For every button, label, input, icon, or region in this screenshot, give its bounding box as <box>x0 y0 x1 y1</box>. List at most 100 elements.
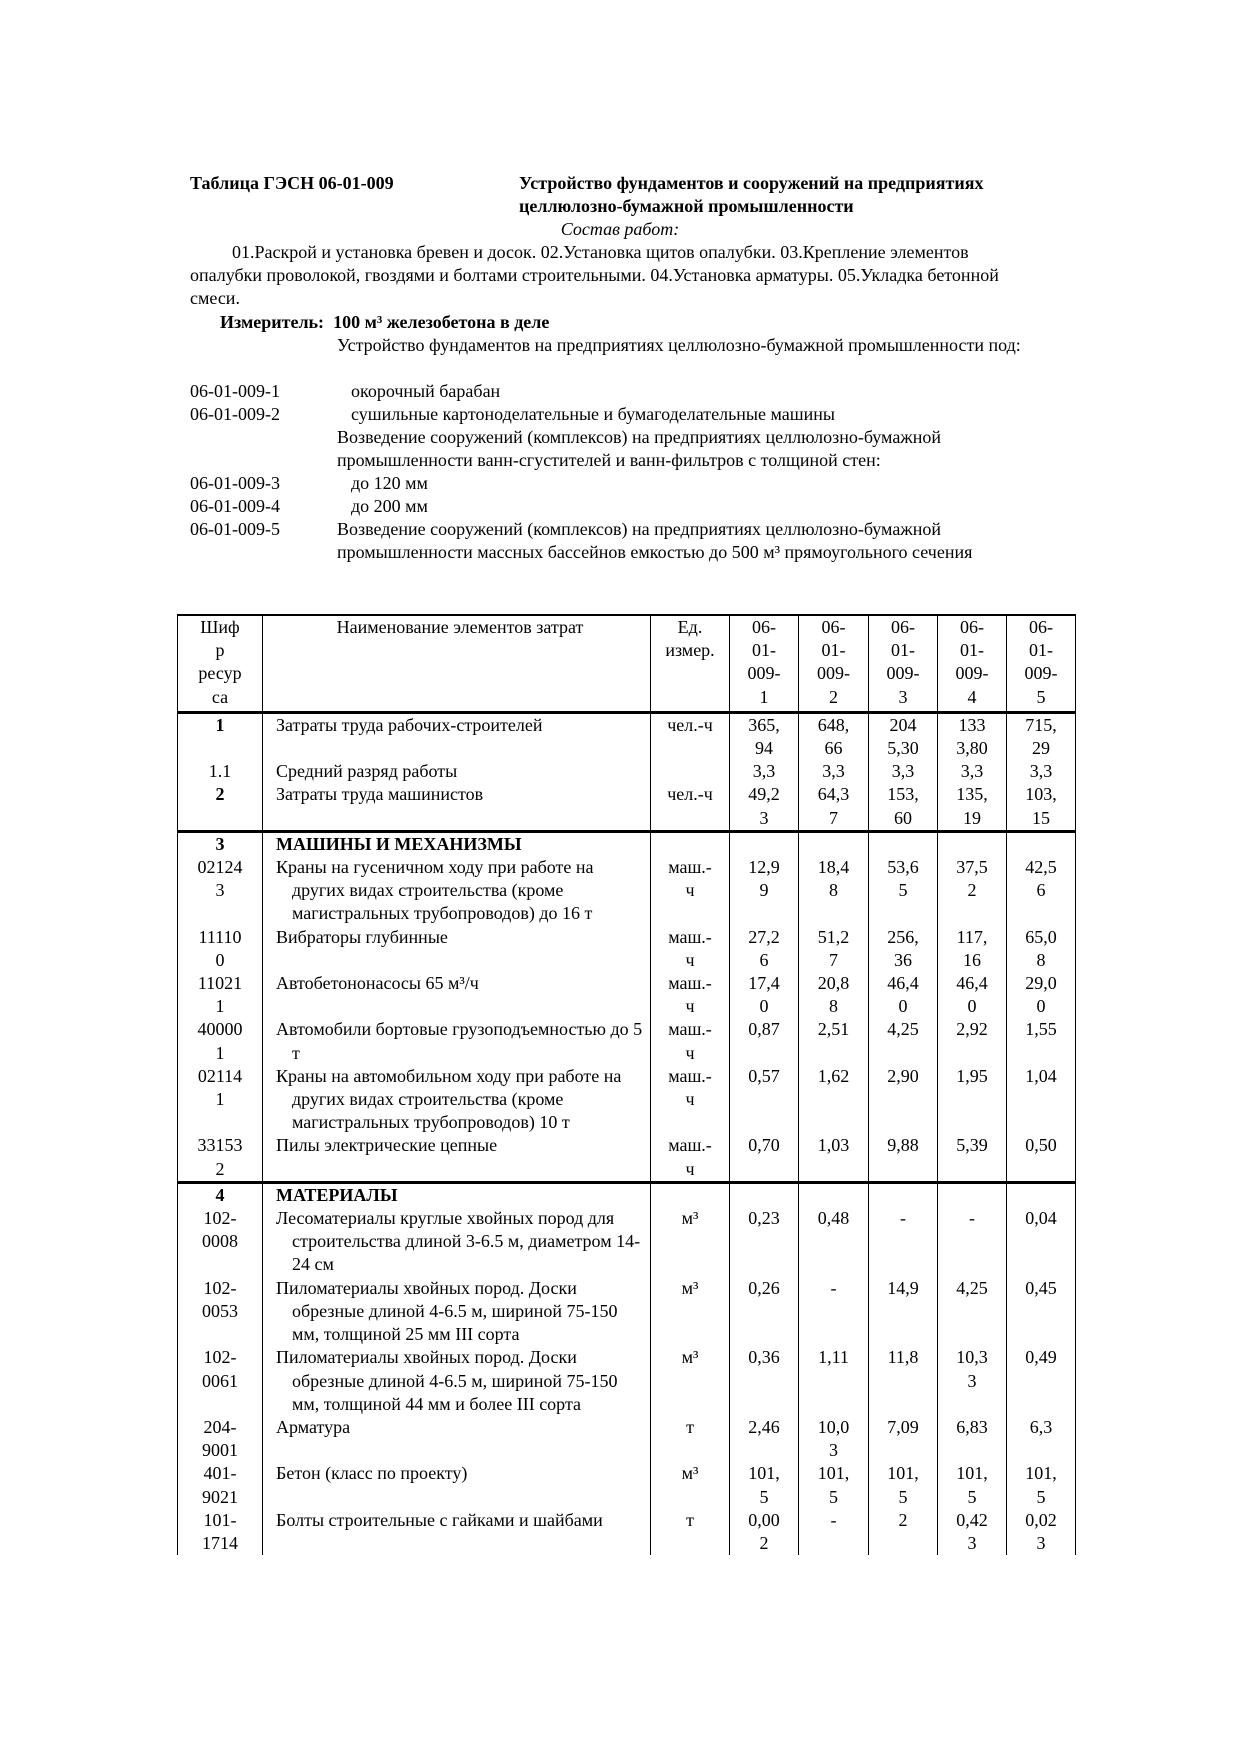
norm-value-cell: 0,57 <box>729 1064 799 1135</box>
norm-value-cell <box>868 1180 938 1208</box>
norm-value: 65,08 <box>1025 926 1057 970</box>
table-row: 102-0053 Пиломатериалы хвойных пород. Дос… <box>177 1276 1076 1347</box>
norm-value: 27,26 <box>748 926 780 970</box>
norm-value: 10,33 <box>956 1347 988 1391</box>
norm-value-cell: 648,66 <box>798 710 869 761</box>
norm-value-cell: 2,92 <box>937 1018 1007 1065</box>
norm-value-cell: 715,29 <box>1006 710 1076 761</box>
norm-value-cell: 2,46 <box>729 1415 799 1463</box>
norm-value: 2045,30 <box>887 714 919 759</box>
norm-value-cell: 1,03 <box>798 1134 869 1183</box>
norm-value: - <box>830 1277 837 1298</box>
norm-value: 2,90 <box>887 1065 919 1086</box>
entry-code: 06-01-009-5 <box>190 519 280 539</box>
norm-value-cell: 101,5 <box>729 1462 799 1509</box>
norm-value: 0,70 <box>748 1135 780 1156</box>
column-header-label: Шифр ресурса <box>198 617 242 707</box>
resource-name-cell: Болты строительные с гайками и шайбами <box>262 1508 651 1556</box>
measure-label: Измеритель: <box>220 312 325 332</box>
norm-value: 7,09 <box>887 1416 919 1437</box>
resource-name: Автомобили бортовые грузоподъемностью до… <box>276 1019 643 1063</box>
resource-code: 1 <box>215 714 225 735</box>
norm-value-cell: 9,88 <box>868 1134 938 1183</box>
norm-value-cell: 1333,80 <box>937 710 1007 761</box>
norm-value-cell: 2,90 <box>868 1064 938 1135</box>
resource-code: 1.1 <box>208 761 232 782</box>
norm-value: 11,8 <box>887 1347 919 1368</box>
resource-code-cell: 2 <box>177 783 263 832</box>
resource-name: Вибраторы глубинные <box>276 926 448 947</box>
norm-value: 2,51 <box>817 1019 850 1040</box>
resource-name: Краны на автомобильном ходу при работе н… <box>276 1065 622 1133</box>
unit-cell <box>650 1180 730 1208</box>
work-composition-heading: Состав работ: <box>560 219 680 239</box>
resource-name-cell: Краны на гусеничном ходу при работе на д… <box>262 856 651 926</box>
norm-value: 0,50 <box>1025 1135 1057 1156</box>
resource-name: Затраты труда рабочих-строителей <box>276 714 543 735</box>
norm-value: 4,25 <box>956 1277 988 1298</box>
table-row: 1 Затраты труда рабочих-строителей чел.-ч 3… <box>177 710 1076 761</box>
resource-name-cell: Лесоматериалы круглые хвойных пород для … <box>262 1207 651 1277</box>
table-row: 3 МАШИНЫ И МЕХАНИЗМЫ <box>177 829 1076 857</box>
column-header-label: Ед. измер. <box>665 617 715 661</box>
resource-code-cell: 1 <box>177 710 263 761</box>
norm-value: 6,83 <box>956 1416 988 1437</box>
resource-name-cell: Бетон (класс по проекту) <box>262 1462 651 1509</box>
norm-value-cell: 51,27 <box>798 925 869 973</box>
column-header-label: 06-01-009-1 <box>747 617 781 707</box>
norm-value-cell: 2,51 <box>798 1018 869 1065</box>
resource-code: 021243 <box>197 857 243 901</box>
norm-value: 0,48 <box>817 1208 850 1229</box>
resource-code-cell: 204-9001 <box>177 1415 263 1463</box>
unit: маш.-ч <box>668 857 712 901</box>
column-header: 06-01-009-1 <box>729 613 799 714</box>
norm-value-cell <box>1006 1180 1076 1208</box>
norm-value-cell: 3,3 <box>937 760 1007 784</box>
norm-value-cell: 27,26 <box>729 925 799 973</box>
norm-value: 18,48 <box>817 857 850 901</box>
entry-code: 06-01-009-3 <box>190 473 280 493</box>
norm-value: 0,002 <box>748 1509 780 1553</box>
table-row: 111100 Вибраторы глубинные маш.-ч 27,26 51,2… <box>177 925 1076 973</box>
resource-code: 3 <box>215 833 225 854</box>
unit: маш.-ч <box>668 1019 712 1063</box>
norm-value-cell <box>729 829 799 857</box>
resource-code-cell: 101-1714 <box>177 1508 263 1556</box>
norm-value: 4,25 <box>887 1019 919 1040</box>
resource-name-cell: Вибраторы глубинные <box>262 925 651 973</box>
norm-value: 1,04 <box>1025 1065 1057 1086</box>
norm-value: 2,92 <box>956 1019 988 1040</box>
resource-name-cell: Затраты труда рабочих-строителей <box>262 710 651 761</box>
norm-value: 0,57 <box>748 1065 780 1086</box>
norm-value-cell: 0,49 <box>1006 1346 1076 1416</box>
resource-name-cell: Затраты труда машинистов <box>262 783 651 832</box>
norm-value-cell <box>937 1180 1007 1208</box>
unit-cell: т <box>650 1508 730 1556</box>
resource-name: Затраты труда машинистов <box>276 784 484 805</box>
norm-value-cell: 20,88 <box>798 972 869 1019</box>
resource-name-cell: МАШИНЫ И МЕХАНИЗМЫ <box>262 829 651 857</box>
norm-value: - <box>900 1208 906 1229</box>
norm-value-cell: 65,08 <box>1006 925 1076 973</box>
norm-value: 6,3 <box>1029 1416 1053 1437</box>
resource-name: МАТЕРИАЛЫ <box>276 1184 398 1205</box>
resource-name: Пилы электрические цепные <box>276 1135 498 1156</box>
resource-code-cell: 1.1 <box>177 760 263 784</box>
norm-value: 37,52 <box>956 857 988 901</box>
norm-value-cell: 101,5 <box>1006 1462 1076 1509</box>
norm-value: 1,03 <box>817 1135 850 1156</box>
norm-value-cell: 18,48 <box>798 856 869 926</box>
norm-value-cell <box>937 829 1007 857</box>
norm-value-cell: 2 <box>868 1508 938 1556</box>
resource-table: Шифр ресурса Наименование элементов затра… <box>177 613 1076 1556</box>
norm-value-cell: 4,25 <box>937 1276 1007 1347</box>
column-header: Шифр ресурса <box>177 613 263 714</box>
resource-code-cell: 401-9021 <box>177 1462 263 1509</box>
norm-value-cell: 0,45 <box>1006 1276 1076 1347</box>
unit: м³ <box>681 1208 699 1229</box>
norm-value-cell <box>868 829 938 857</box>
resource-name: Автобетононасосы 65 м³/ч <box>276 973 479 994</box>
norm-value: 2 <box>898 1509 908 1530</box>
resource-name-cell: Автобетононасосы 65 м³/ч <box>262 972 651 1019</box>
norm-value: 101,5 <box>817 1463 850 1507</box>
